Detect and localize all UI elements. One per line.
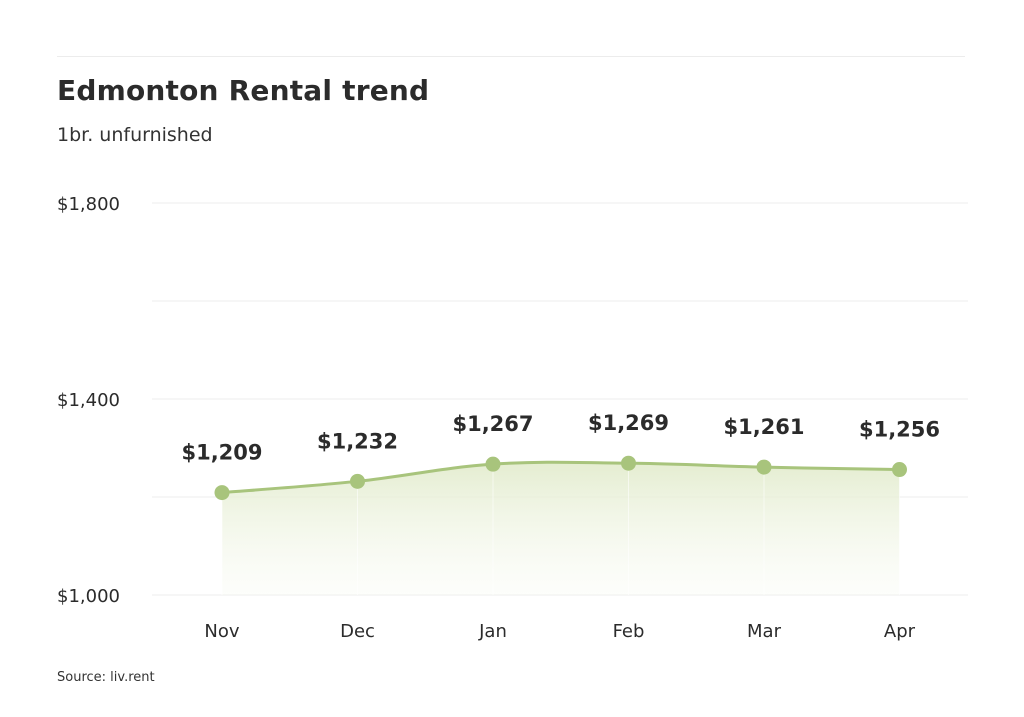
y-tick-label: $1,800 [57, 194, 120, 215]
point-layer [214, 455, 907, 501]
x-tick-label: Feb [613, 621, 645, 642]
y-tick-label: $1,400 [57, 390, 120, 411]
data-label: $1,269 [588, 411, 669, 435]
data-label: $1,232 [317, 429, 398, 453]
area-fill [222, 462, 900, 595]
data-point [892, 462, 907, 478]
y-tick-label: $1,000 [57, 586, 120, 607]
data-label: $1,267 [452, 412, 533, 436]
x-axis-ticks: Nov Dec Jan Feb Mar Apr [204, 621, 915, 642]
data-point [621, 455, 636, 471]
x-tick-label: Jan [478, 621, 507, 642]
chart-subtitle: 1br. unfurnished [57, 124, 213, 146]
data-point [214, 485, 230, 501]
data-label-layer: $1,209 $1,232 $1,267 $1,269 $1,261 $1,256 [181, 411, 940, 464]
top-divider [57, 56, 965, 57]
area-layer [221, 462, 900, 595]
x-tick-label: Nov [204, 621, 239, 642]
source-note: Source: liv.rent [57, 670, 155, 685]
data-label: $1,256 [859, 418, 940, 442]
data-label: $1,209 [181, 441, 262, 465]
chart-title: Edmonton Rental trend [57, 74, 430, 107]
x-tick-label: Apr [884, 621, 916, 642]
data-point [485, 456, 501, 472]
x-tick-label: Mar [747, 621, 782, 642]
x-tick-label: Dec [340, 621, 375, 642]
data-label: $1,261 [723, 415, 804, 439]
data-point [756, 459, 772, 475]
series-line [220, 460, 901, 495]
y-axis-ticks: $1,000 $1,400 $1,800 [57, 194, 120, 607]
line-layer [220, 460, 901, 495]
data-point [350, 473, 365, 489]
